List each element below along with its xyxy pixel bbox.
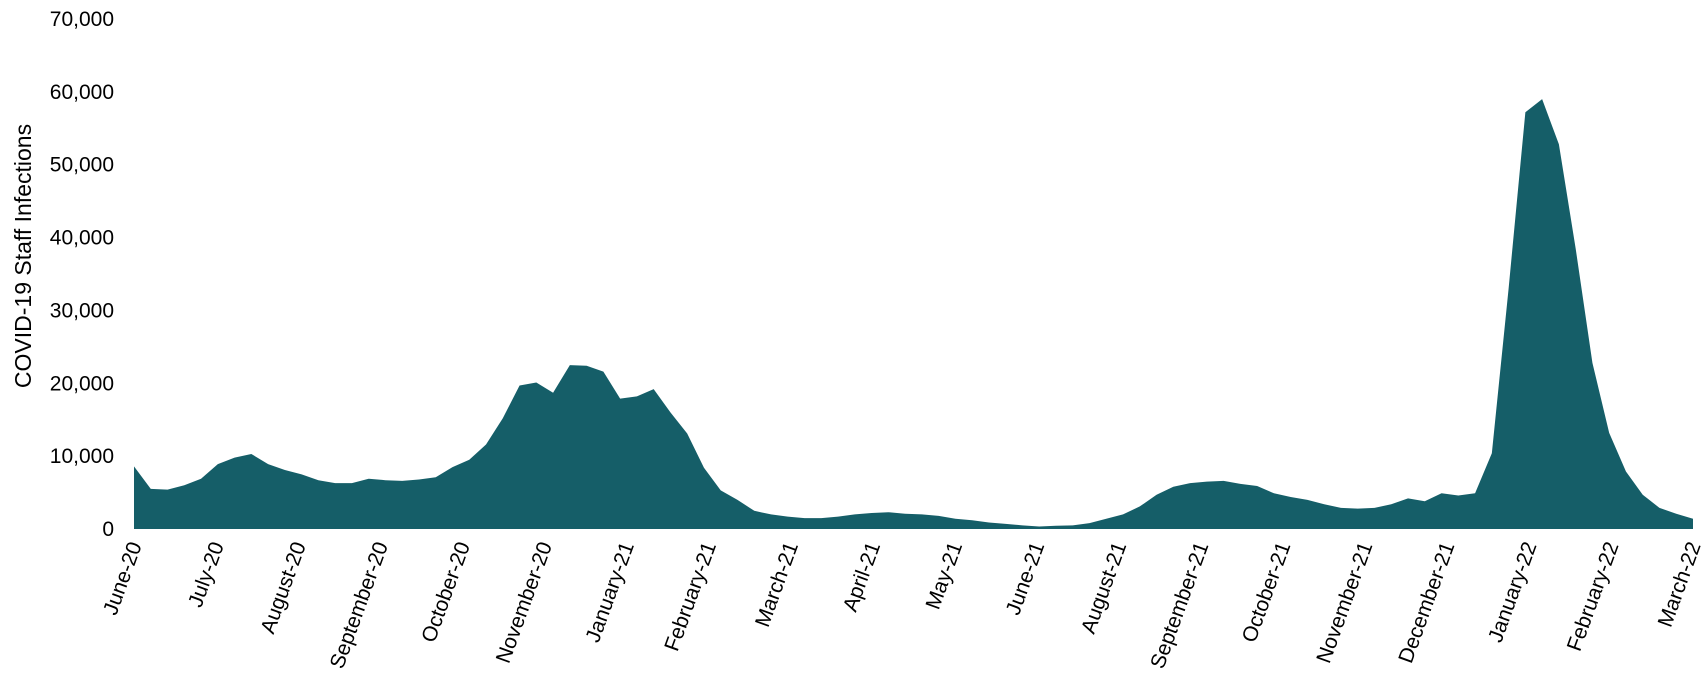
x-tick-label: May-21 [922,539,968,613]
x-tick-label: October-20 [417,539,475,646]
x-tick-label: August-21 [1077,539,1131,637]
x-tick-label: December-21 [1394,539,1459,666]
x-tick-label: February-21 [660,539,721,654]
x-tick-label: September-21 [1146,539,1213,672]
x-tick-label: September-20 [326,539,393,672]
x-tick-label: August-20 [256,539,310,637]
y-tick-label: 70,000 [50,8,114,31]
x-tick-label: April-21 [839,539,885,615]
x-tick-label: January-22 [1484,539,1542,646]
x-tick-label: June-20 [99,539,147,618]
y-tick-label: 60,000 [50,81,114,104]
y-tick-label: 30,000 [50,299,114,322]
x-tick-label: July-20 [184,539,229,610]
y-tick-label: 40,000 [50,227,114,250]
x-tick-label: January-21 [581,539,639,646]
x-tick-label: November-20 [492,539,557,666]
y-axis-tick-labels: 0 10,000 20,000 30,000 40,000 50,000 60,000 70,… [50,8,114,541]
y-tick-label: 0 [102,518,114,541]
x-tick-label: November-21 [1312,539,1377,666]
y-tick-label: 10,000 [50,445,114,468]
y-tick-label: 50,000 [50,154,114,177]
y-tick-label: 20,000 [50,372,114,395]
y-axis-label: COVID-19 Staff Infections [10,124,36,388]
x-tick-label: March-22 [1654,539,1704,630]
x-tick-label: February-22 [1563,539,1624,654]
x-tick-label: June-21 [1002,539,1050,618]
x-tick-label: October-21 [1238,539,1296,646]
x-axis-tick-labels: June-20 July-20 August-20 September-20 Octob… [99,539,1704,672]
infections-area-series [134,99,1693,529]
plot-area [134,99,1693,529]
x-tick-label: March-21 [751,539,803,630]
